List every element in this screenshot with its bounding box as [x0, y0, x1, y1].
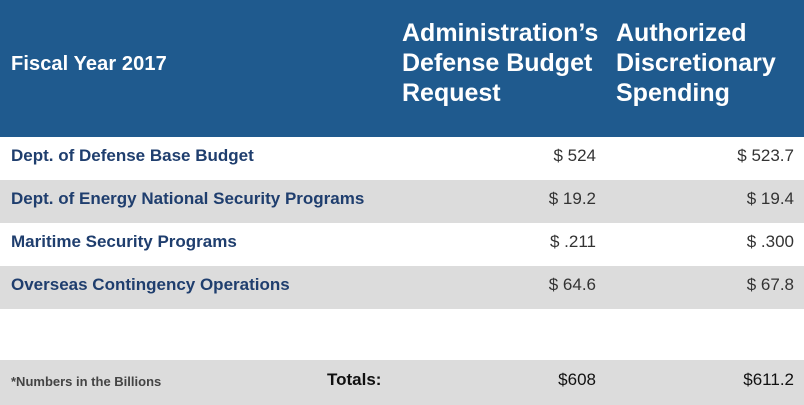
- table-row: Dept. of Energy National Security Progra…: [0, 180, 804, 223]
- request-heading-line: Administration’s: [402, 19, 599, 47]
- row-label: Dept. of Defense Base Budget: [11, 146, 254, 165]
- authorized-value: $ .300: [746, 232, 794, 251]
- total-authorized-value: $611.2: [743, 370, 794, 389]
- authorized-value: $ 19.4: [746, 189, 794, 208]
- request-heading-line: Request: [402, 79, 501, 107]
- row-label: Dept. of Energy National Security Progra…: [11, 189, 365, 208]
- authorized-heading-line: Spending: [616, 79, 730, 107]
- row-label: Overseas Contingency Operations: [11, 275, 290, 294]
- totals-row: *Numbers in the Billions Totals: $608 $6…: [0, 360, 804, 405]
- request-value: $ .211: [549, 232, 596, 251]
- table-header: Fiscal Year 2017 Administration’s Defens…: [0, 0, 804, 137]
- authorized-value: $ 67.8: [746, 275, 794, 294]
- authorized-column-heading: Authorized Discretionary Spending: [616, 18, 776, 108]
- authorized-heading-line: Authorized: [616, 19, 747, 47]
- totals-label: Totals:: [327, 370, 382, 389]
- request-value: $ 524: [553, 146, 596, 165]
- request-heading-line: Defense Budget: [402, 49, 593, 77]
- request-value: $ 19.2: [548, 189, 596, 208]
- authorized-heading-line: Discretionary: [616, 49, 776, 77]
- row-label: Maritime Security Programs: [11, 232, 237, 251]
- authorized-value: $ 523.7: [737, 146, 794, 165]
- total-request-value: $608: [558, 370, 596, 389]
- table-row: Overseas Contingency Operations $ 64.6 $…: [0, 266, 804, 309]
- table-row: Dept. of Defense Base Budget $ 524 $ 523…: [0, 137, 804, 180]
- table-row: Maritime Security Programs $ .211 $ .300: [0, 223, 804, 266]
- request-column-heading: Administration’s Defense Budget Request: [402, 18, 598, 108]
- fiscal-year-heading: Fiscal Year 2017: [11, 53, 167, 75]
- billions-footnote: *Numbers in the Billions: [11, 374, 162, 389]
- request-value: $ 64.6: [548, 275, 596, 294]
